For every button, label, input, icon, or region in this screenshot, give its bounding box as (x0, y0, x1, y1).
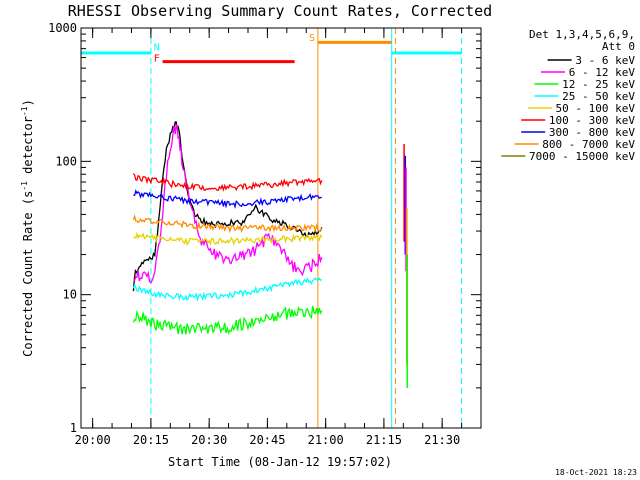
legend-label: 300 - 800 keV (549, 126, 635, 139)
series-line-1 (133, 123, 323, 284)
series-layer (81, 28, 463, 428)
x-tick-label: 20:30 (191, 433, 227, 447)
legend-label: 800 - 7000 keV (542, 138, 635, 151)
x-tick-label: 20:45 (249, 433, 285, 447)
legend-label: 25 - 50 keV (562, 90, 635, 103)
series-line-3 (132, 277, 323, 302)
y-tick-label: 10 (63, 288, 77, 302)
footer-date: 18-Oct-2021 18:23 (555, 468, 637, 477)
x-tick-label: 21:30 (424, 433, 460, 447)
y-tick-label: 1 (70, 421, 77, 435)
y-axis: 1 10 100 1000 (48, 21, 481, 435)
state-marker-2: S (309, 33, 315, 44)
legend-label: 12 - 25 keV (562, 78, 635, 91)
series-line-6 (133, 189, 323, 209)
plot-frame (80, 27, 482, 429)
y-axis-label-superscript: -1 (20, 181, 29, 191)
x-axis: 20:00 20:15 20:30 20:45 21:00 21:15 21:30 (75, 28, 463, 447)
state-marker-0: N (154, 42, 160, 53)
series-line-4 (133, 231, 323, 247)
y-axis-label-superscript: -1 (20, 106, 29, 116)
plot-area (81, 28, 463, 428)
legend-label: 100 - 300 keV (549, 114, 635, 127)
y-tick-label: 1000 (48, 21, 77, 35)
y-axis-label: Corrected Count Rate (s-1 detector-1) (20, 99, 35, 357)
x-tick-label: 21:00 (308, 433, 344, 447)
legend-label: 7000 - 15000 keV (529, 150, 635, 163)
legend-header-line1: Det 1,3,4,5,6,9, (529, 28, 635, 41)
series-line-2 (132, 305, 323, 335)
legend-label: 3 - 6 keV (575, 54, 635, 67)
legend-label: 6 - 12 keV (569, 66, 636, 79)
x-tick-label: 21:15 (366, 433, 402, 447)
legend-header-line2: Att 0 (602, 40, 635, 53)
chart-title: RHESSI Observing Summary Count Rates, Co… (68, 2, 492, 20)
x-axis-label: Start Time (08-Jan-12 19:57:02) (168, 455, 392, 469)
series-line-7 (132, 213, 323, 234)
y-axis-label-part: Corrected Count Rate (s (21, 191, 35, 357)
y-axis-label-part: ) (21, 99, 35, 106)
state-marker-1: F (154, 54, 160, 65)
x-tick-label: 20:00 (75, 433, 111, 447)
x-tick-label: 20:15 (133, 433, 169, 447)
legend-label: 50 - 100 keV (556, 102, 636, 115)
y-tick-label: 100 (55, 154, 77, 168)
series-line-5 (132, 173, 323, 192)
y-axis-label-part: detector (21, 116, 35, 181)
